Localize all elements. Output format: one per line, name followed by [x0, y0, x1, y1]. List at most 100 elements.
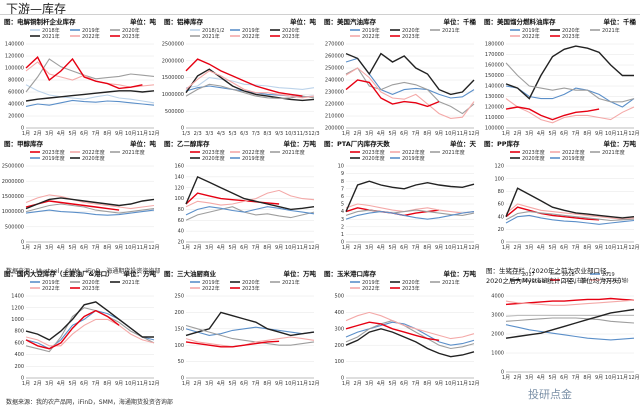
x-tick-label: 9月	[595, 245, 603, 251]
legend-item: 2021年度	[270, 149, 305, 156]
series-line	[25, 301, 154, 341]
legend-item: 2020年	[550, 27, 580, 34]
legend-label: 2022年	[42, 285, 60, 292]
legend-label: 2019年	[242, 27, 260, 34]
y-tick-label: 3	[341, 217, 344, 223]
x-tick-label: 7月	[412, 381, 420, 387]
legend-label: 2023年	[242, 285, 260, 292]
legend-label: 2019年	[362, 27, 380, 34]
x-tick-label: 7月	[412, 245, 420, 251]
legend-item: 2021年	[30, 33, 60, 40]
legend-item: 2021年	[270, 279, 300, 286]
y-tick-label: 160	[174, 164, 184, 170]
legend-label: 2023年	[122, 33, 140, 40]
x-tick-label: 11月	[457, 131, 468, 137]
legend-label: 2019	[602, 272, 615, 278]
x-tick-label: 4月	[377, 381, 385, 387]
legend-item: 2019年	[230, 27, 260, 34]
x-tick-label: 1月	[342, 131, 350, 137]
x-tick-label: 1/3	[182, 131, 190, 137]
legend-label: 2022年度	[402, 149, 425, 156]
x-tick-label: 5月	[68, 245, 76, 251]
x-tick-label: 7/3	[252, 131, 260, 137]
chart-unit: 单位：吨	[290, 17, 317, 26]
legend-label: 2022年度	[562, 149, 585, 156]
chart-title: 图：玉米港口库存	[324, 269, 377, 278]
y-tick-label: 2000000	[2, 179, 24, 185]
legend-item: 2020(右轴)	[510, 277, 549, 284]
legend-item: 2017	[510, 272, 535, 278]
y-tick-label: 0	[341, 240, 344, 246]
series-line	[505, 45, 634, 100]
x-tick-label: 2月	[34, 381, 42, 387]
x-tick-label: 5月	[548, 245, 556, 251]
series-line	[505, 211, 635, 222]
legend-label: 2023年	[562, 33, 580, 40]
series-line	[505, 308, 635, 339]
legend-item: 2020年	[390, 27, 420, 34]
legend-item: 2020年度	[350, 155, 385, 162]
x-tick-label: 9月	[435, 381, 443, 387]
x-tick-label: 8月	[103, 245, 111, 251]
legend-label: 2018	[562, 272, 575, 278]
x-tick-label: 12月	[468, 131, 479, 137]
y-tick-label: 500000	[165, 109, 184, 115]
legend-item: 2023年度	[190, 149, 225, 156]
x-tick-label: 1月	[182, 381, 190, 387]
x-tick-label: 11月	[617, 131, 628, 137]
y-tick-label: 40000	[8, 102, 24, 108]
chart-unit: 单位：万吨	[284, 269, 317, 278]
chart-unit: 单位：万吨	[284, 139, 317, 148]
legend-label: 2020年	[282, 27, 300, 34]
x-tick-label: 3月	[525, 375, 533, 381]
x-tick-label: 10月	[445, 245, 456, 251]
y-tick-label: 1000	[11, 317, 24, 323]
x-tick-label: 11月	[137, 381, 148, 387]
y-tick-label: 100	[494, 176, 504, 182]
x-tick-label: 10月	[605, 375, 616, 381]
legend-label: 2019年	[42, 279, 60, 286]
y-tick-label: 200	[14, 364, 24, 370]
x-tick-label: 11月	[457, 245, 468, 251]
y-tick-label: 60	[498, 202, 504, 208]
chart-c11: 图：玉米港口库存 单位：万吨 0 100 200 300 400 500 1月 2月 3月 4月 5月 6…	[324, 269, 480, 387]
y-tick-label: 150	[174, 326, 184, 332]
legend-label: 2020年度	[522, 155, 545, 162]
legend-item: 2019年度	[230, 155, 265, 162]
y-tick-label: 3000	[491, 313, 504, 319]
x-tick-label: 1月	[502, 375, 510, 381]
y-tick-label: 80	[178, 207, 184, 213]
y-tick-label: 240000	[325, 78, 344, 84]
legend-label: 2022年	[202, 285, 220, 292]
chart-title: 图：三大油厨商业	[164, 269, 217, 278]
x-tick-label: 10月	[605, 245, 616, 251]
x-tick-label: 11月	[617, 375, 628, 381]
legend-item: 2020年	[230, 279, 260, 286]
y-tick-label: 0	[21, 376, 24, 382]
legend-label: 2021年	[602, 27, 620, 34]
legend-item: 2023年	[70, 285, 100, 292]
legend-label: 2023年	[402, 33, 420, 40]
chart-unit: 单位：万吨	[604, 139, 637, 148]
x-tick-label: 5月	[388, 245, 396, 251]
y-tick-label: 120	[174, 185, 184, 191]
x-tick-label: 9月	[275, 381, 283, 387]
legend-item: 2021年	[430, 279, 460, 286]
series-line	[345, 321, 475, 346]
y-tick-label: 20000	[8, 114, 24, 120]
legend-label: 2021年度	[442, 149, 465, 156]
legend-item: 2019年	[350, 279, 380, 286]
legend-label: 2019年度	[242, 155, 265, 162]
legend-label: 2021年	[42, 33, 60, 40]
legend-item: 2023年	[110, 33, 140, 40]
x-tick-label: 3月	[525, 131, 533, 137]
chart-title: 图：美国汽油库存	[324, 17, 377, 26]
series-line	[185, 175, 315, 211]
x-tick-label: 8月	[423, 131, 431, 137]
series-line	[345, 79, 440, 108]
legend-label: 2021(右轴)	[562, 277, 589, 284]
y-tick-label: 2000	[491, 332, 504, 338]
x-tick-label: 9月	[435, 131, 443, 137]
x-tick-label: 8月	[583, 131, 591, 137]
